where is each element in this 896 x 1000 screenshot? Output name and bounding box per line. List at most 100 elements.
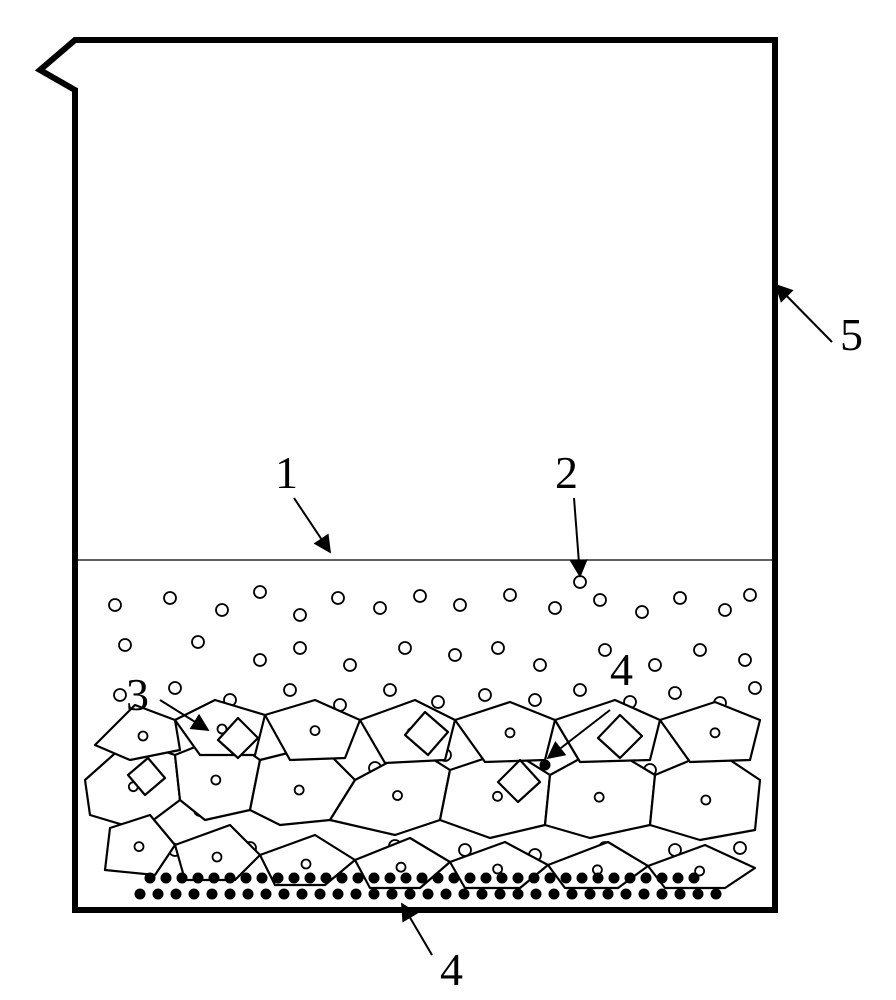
bubble-icon — [649, 659, 661, 671]
seed-dot — [161, 873, 172, 884]
seed-dot — [641, 873, 652, 884]
bubble-icon — [414, 590, 426, 602]
seed-dot — [257, 873, 268, 884]
seed-dot — [513, 873, 524, 884]
seed-dot — [385, 873, 396, 884]
bubble-icon — [109, 599, 121, 611]
bubble-icon — [284, 684, 296, 696]
particle-shape — [265, 700, 360, 760]
callout-label-4a: 4 — [610, 644, 633, 695]
seed-dot — [433, 873, 444, 884]
seed-dot — [153, 889, 164, 900]
seed-dot — [297, 889, 308, 900]
seed-dot — [585, 889, 596, 900]
callout-label-3: 3 — [126, 669, 149, 720]
seed-dot — [711, 889, 722, 900]
bubble-icon — [399, 642, 411, 654]
bubble-icon — [749, 682, 761, 694]
bubble-icon — [454, 599, 466, 611]
callout-label-1: 1 — [275, 447, 298, 498]
seed-dot — [545, 873, 556, 884]
bubble-icon — [119, 639, 131, 651]
bubble-icon — [669, 687, 681, 699]
seed-dot — [423, 889, 434, 900]
seed-dot — [495, 889, 506, 900]
bubble-icon — [449, 649, 461, 661]
bubble-icon — [594, 594, 606, 606]
bubble-icon — [574, 576, 586, 588]
seed-dot — [279, 889, 290, 900]
bubble-icon — [294, 642, 306, 654]
seed-dot — [657, 873, 668, 884]
particle-shape — [440, 750, 550, 838]
seed-dot — [639, 889, 650, 900]
bubble-icon — [192, 636, 204, 648]
seed-dot — [497, 873, 508, 884]
bubble-icon — [432, 696, 444, 708]
bubble-icon — [529, 694, 541, 706]
seed-dot — [135, 889, 146, 900]
seed-dot — [225, 889, 236, 900]
seed-dot — [549, 889, 560, 900]
bubble-icon — [574, 684, 586, 696]
bubble-icon — [384, 684, 396, 696]
callout-line-5 — [776, 285, 832, 342]
bubble-icon — [254, 586, 266, 598]
bubble-icon — [332, 592, 344, 604]
seed-dot — [305, 873, 316, 884]
seed-dot — [209, 873, 220, 884]
seed-dot — [417, 873, 428, 884]
particles-layer — [85, 700, 760, 888]
seed-dot — [567, 889, 578, 900]
seed-dot — [351, 889, 362, 900]
seed-dot — [529, 873, 540, 884]
seed-dot — [603, 889, 614, 900]
bubble-icon — [492, 642, 504, 654]
seed-dot — [673, 873, 684, 884]
bubble-icon — [744, 589, 756, 601]
seed-dot — [531, 889, 542, 900]
seed-dot — [540, 760, 551, 771]
bubble-icon — [169, 682, 181, 694]
seed-dot — [145, 873, 156, 884]
seed-dot — [609, 873, 620, 884]
seed-dot — [315, 889, 326, 900]
callout-line-2 — [574, 498, 580, 576]
callout-label-4b: 4 — [440, 944, 463, 995]
bubble-icon — [719, 604, 731, 616]
seed-dot — [207, 889, 218, 900]
seed-dot — [243, 889, 254, 900]
seed-dot — [657, 889, 668, 900]
seed-dot — [405, 889, 416, 900]
seed-dot — [177, 873, 188, 884]
seed-dot — [675, 889, 686, 900]
bubble-icon — [549, 602, 561, 614]
bubble-icon — [344, 659, 356, 671]
seed-dot — [241, 873, 252, 884]
seed-dot — [273, 873, 284, 884]
seed-dot — [477, 889, 488, 900]
seed-dot — [693, 889, 704, 900]
seed-dot — [369, 873, 380, 884]
seed-dot — [689, 873, 700, 884]
seed-dot — [225, 873, 236, 884]
seed-dot — [289, 873, 300, 884]
callout-label-5: 5 — [840, 309, 863, 360]
bubble-icon — [504, 589, 516, 601]
bubble-icon — [479, 689, 491, 701]
bubble-icon — [374, 602, 386, 614]
callout-label-2: 2 — [555, 447, 578, 498]
bubble-icon — [164, 592, 176, 604]
bubble-icon — [739, 654, 751, 666]
seed-dot — [449, 873, 460, 884]
seed-dot — [561, 873, 572, 884]
particle-shape — [105, 815, 175, 875]
seed-dot — [321, 873, 332, 884]
seed-dot — [481, 873, 492, 884]
seed-dot — [333, 889, 344, 900]
seed-dot — [401, 873, 412, 884]
seed-dot — [459, 889, 470, 900]
bubble-icon — [674, 592, 686, 604]
bubble-icon — [734, 842, 746, 854]
seed-dot — [577, 873, 588, 884]
